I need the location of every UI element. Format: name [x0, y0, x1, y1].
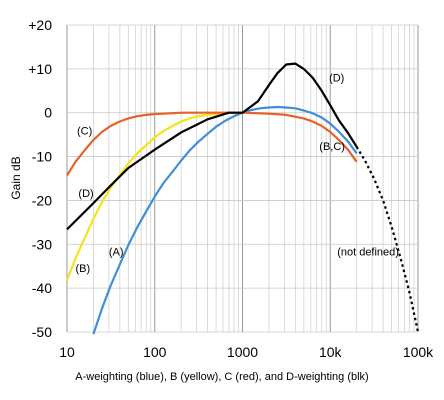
series-line-a [92, 105, 358, 335]
annotations: (C) (D) (B) (A) (D) (B,C) (not defined) [76, 73, 399, 275]
series-annotation: (D) [329, 73, 344, 85]
series-line-b [65, 111, 243, 281]
series-annotation: (D) [78, 188, 93, 200]
caption: A-weighting (blue), B (yellow), C (red),… [75, 371, 369, 383]
y-tick-label: +20 [28, 17, 52, 33]
x-tick-label: 100 [143, 344, 167, 360]
y-tick-label: -10 [32, 149, 52, 165]
series-annotation: (B,C) [319, 141, 345, 153]
grid [66, 24, 419, 333]
series-annotation: (not defined) [337, 246, 399, 258]
series-layer [65, 62, 420, 335]
y-tick-label: -30 [32, 236, 52, 252]
y-tick-label: +10 [28, 61, 52, 77]
series-line-not-defined [355, 146, 420, 333]
series-annotation: (C) [77, 126, 92, 138]
x-tick-label: 10k [319, 344, 343, 360]
series-line-d [66, 62, 358, 231]
y-axis-label: Gain dB [9, 156, 23, 199]
series-line-c [66, 111, 358, 176]
y-tick-label: -50 [32, 324, 52, 340]
y-tick-label: -20 [32, 192, 52, 208]
tick-labels: 10 100 1000 10k 100k +20 +10 0 -10 -20 -30 -40 -50 [28, 17, 434, 360]
x-tick-label: 1000 [227, 344, 258, 360]
y-tick-label: -40 [32, 280, 52, 296]
y-tick-label: 0 [44, 105, 52, 121]
series-annotation: (A) [109, 246, 124, 258]
x-tick-label: 100k [403, 344, 434, 360]
x-tick-label: 10 [59, 344, 75, 360]
series-annotation: (B) [76, 263, 91, 275]
